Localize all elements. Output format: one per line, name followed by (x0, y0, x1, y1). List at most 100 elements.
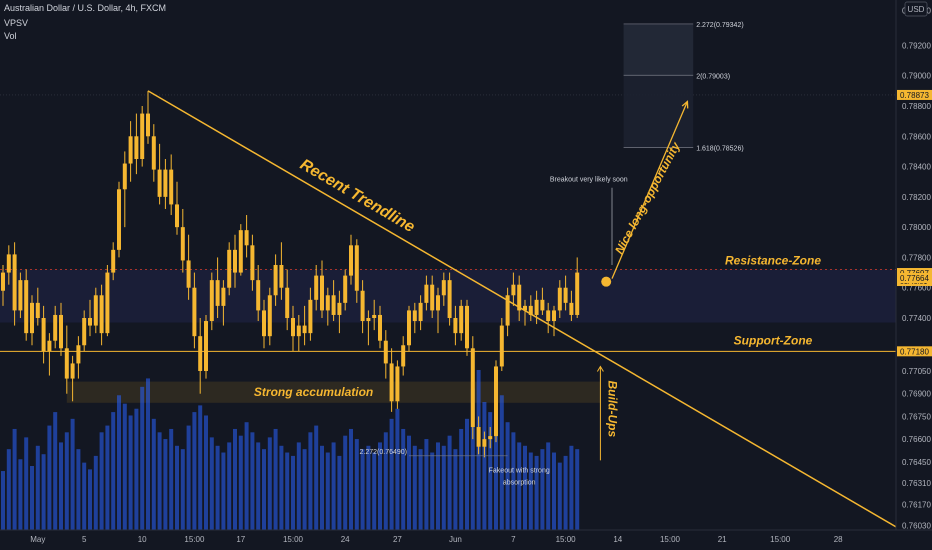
volume-bar (244, 422, 249, 530)
volume-bar (337, 455, 342, 530)
time-axis-tick: 14 (613, 535, 622, 544)
volume-bar (354, 439, 359, 530)
volume-bar (557, 462, 562, 530)
candle-body (517, 284, 522, 311)
volume-bar (198, 405, 203, 530)
time-axis-tick: 15:00 (770, 535, 791, 544)
volume-bar (209, 437, 214, 530)
volume-bar (494, 408, 498, 530)
candle-body (244, 230, 249, 246)
currency-badge[interactable] (904, 1, 928, 17)
indicator-vol-label[interactable]: Vol (4, 31, 17, 41)
volume-bar (569, 445, 574, 530)
volume-bar (470, 388, 475, 530)
candle-body (441, 280, 446, 296)
volume-bar (53, 412, 58, 530)
candle-body (93, 295, 98, 326)
volume-bar (436, 442, 440, 530)
currency-label: USD (908, 5, 925, 14)
long-opportunity-arrowhead (681, 100, 689, 109)
time-axis-tick: 21 (718, 535, 727, 544)
volume-bar (511, 432, 516, 530)
candle-body (534, 299, 539, 315)
candle-body (134, 136, 139, 159)
candle-body (366, 318, 371, 322)
volume-bar (407, 435, 411, 530)
candle-body (18, 280, 23, 311)
volume-bar (575, 449, 580, 530)
candle-body (331, 295, 336, 315)
volume-bar (418, 449, 423, 530)
volume-bar (215, 445, 220, 530)
candle-body (221, 287, 226, 306)
volume-bar (383, 432, 388, 530)
volume-bar (221, 452, 226, 530)
candle-body (285, 287, 290, 318)
volume-bar (459, 428, 464, 530)
candle-body (262, 310, 266, 337)
candle-body (540, 299, 545, 311)
price-axis-tick: 0.77600 (902, 284, 931, 293)
volume-bar (233, 428, 237, 530)
fib-box-upper (623, 23, 694, 76)
volume-bar (546, 442, 551, 530)
volume-bar (505, 422, 510, 530)
candle-body (296, 325, 301, 337)
volume-bar (88, 469, 92, 530)
candle-body (291, 318, 295, 337)
candle-body (233, 249, 237, 273)
price-tag-box (897, 346, 932, 357)
candle-body (465, 305, 469, 349)
candle-body (499, 325, 504, 367)
volume-bar (256, 442, 261, 530)
candle-body (256, 280, 261, 311)
candle-body (59, 314, 63, 349)
indicator-vpsv-label[interactable]: VPSV (4, 18, 29, 28)
long-opportunity-arrow (611, 101, 688, 279)
volume-bar (499, 395, 504, 530)
volume-bar (134, 408, 139, 530)
volume-bar (314, 425, 319, 530)
candle-body (198, 336, 203, 371)
volume-bar (76, 449, 81, 530)
volume-bar (169, 428, 174, 530)
candle-body (209, 280, 214, 322)
volume-bar (180, 449, 185, 530)
volume-bar (430, 452, 435, 530)
candle-body (53, 314, 58, 341)
candle-body (354, 245, 359, 291)
candle-body (82, 318, 87, 346)
fakeout-note-line2: absorption (503, 480, 536, 487)
candle-body (343, 275, 348, 303)
volume-bar (128, 415, 133, 530)
volume-bar (285, 452, 290, 530)
candle-body (424, 284, 429, 303)
volume-bar (24, 437, 29, 530)
candle-body (47, 340, 52, 352)
candle-body (267, 295, 272, 337)
price-axis-tick: 0.76900 (902, 390, 931, 399)
volume-bar (366, 445, 371, 530)
volume-bar (563, 455, 568, 530)
candle-body (175, 204, 179, 228)
candle-body (122, 163, 127, 190)
candle-body (494, 366, 498, 437)
candle-body (470, 348, 475, 428)
trendline (147, 90, 897, 528)
price-axis-tick: 0.77800 (902, 253, 931, 262)
price-tag-label: 0.78873 (900, 91, 929, 100)
price-axis-tick: 0.78400 (902, 163, 931, 172)
time-axis[interactable]: May 5 10 15:00 17 15:00 24 27 Jun 7 15:00 14 15:00 21… (30, 535, 843, 544)
volume-bar (250, 432, 255, 530)
volume-bar (424, 439, 429, 530)
candle-body (6, 254, 11, 273)
price-axis[interactable]: 0.794300.792000.790000.788000.786000.784… (902, 7, 931, 531)
candle-body (447, 280, 452, 318)
candle-body (407, 310, 411, 346)
volume-bar (447, 435, 452, 530)
accumulation-label: Strong accumulation (254, 385, 373, 399)
volume-bar (453, 449, 458, 530)
